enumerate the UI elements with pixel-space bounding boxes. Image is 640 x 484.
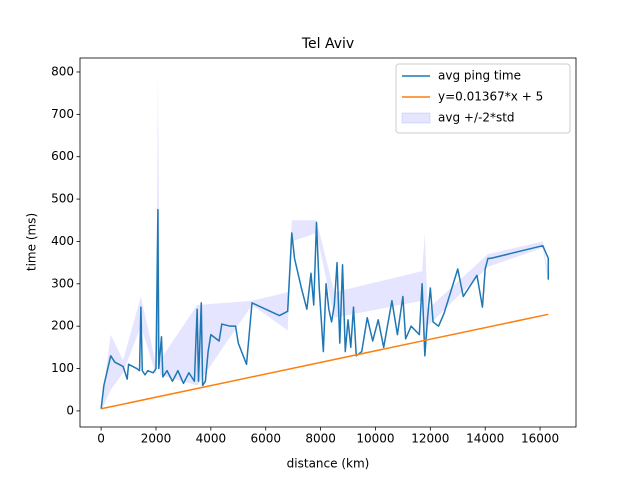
x-tick-label: 0 bbox=[97, 432, 105, 446]
x-tick-label: 4000 bbox=[196, 432, 227, 446]
line bbox=[100, 313, 549, 410]
y-tick-label: 700 bbox=[51, 107, 74, 121]
y-tick-label: 800 bbox=[51, 64, 74, 78]
y-tick-label: 100 bbox=[51, 361, 74, 375]
legend-label: y=0.01367*x + 5 bbox=[438, 90, 543, 104]
legend-label: avg ping time bbox=[438, 69, 521, 83]
y-tick-label: 0 bbox=[66, 403, 74, 417]
x-tick-label: 6000 bbox=[250, 432, 281, 446]
y-tick-label: 300 bbox=[51, 276, 74, 290]
axes-frame bbox=[79, 57, 577, 428]
x-tick-label: 8000 bbox=[305, 432, 336, 446]
std-band bbox=[101, 74, 549, 411]
x-tick-label: 14000 bbox=[466, 432, 504, 446]
x-tick-label: 16000 bbox=[521, 432, 559, 446]
y-tick-label: 200 bbox=[51, 319, 74, 333]
chart-title: Tel Aviv bbox=[301, 36, 354, 52]
y-tick-label: 500 bbox=[51, 192, 74, 206]
y-tick-label: 600 bbox=[51, 149, 74, 163]
x-tick-label: 12000 bbox=[411, 432, 449, 446]
y-axis-label: time (ms) bbox=[25, 213, 39, 271]
legend-swatch bbox=[401, 112, 431, 124]
line bbox=[100, 208, 550, 409]
legend-box bbox=[395, 63, 571, 134]
x-axis-label: distance (km) bbox=[287, 457, 370, 471]
y-tick-label: 400 bbox=[51, 234, 74, 248]
x-tick-label: 10000 bbox=[356, 432, 394, 446]
legend-label: avg +/-2*std bbox=[438, 111, 515, 125]
x-tick-label: 2000 bbox=[141, 432, 172, 446]
